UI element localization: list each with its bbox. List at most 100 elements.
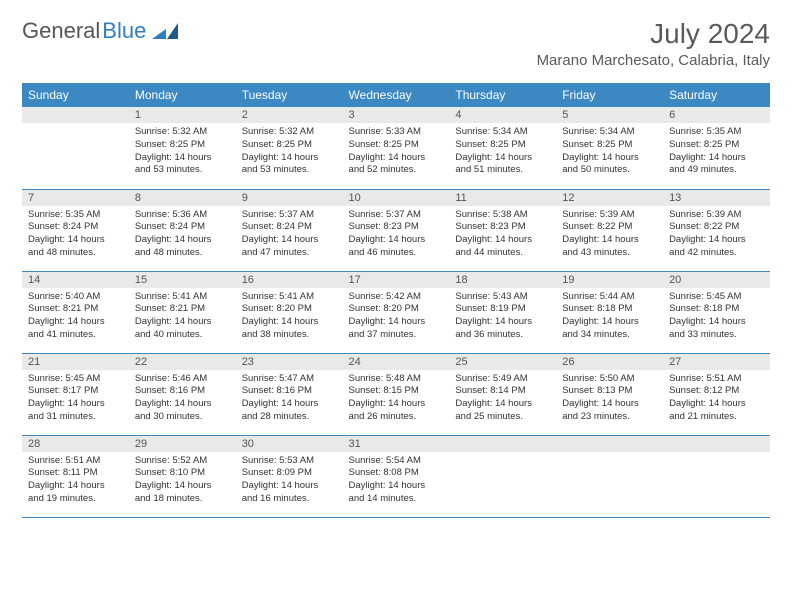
day-header: Thursday xyxy=(449,83,556,107)
day-info: Sunrise: 5:38 AMSunset: 8:23 PMDaylight:… xyxy=(449,206,556,264)
day-info xyxy=(556,452,663,459)
day-info: Sunrise: 5:32 AMSunset: 8:25 PMDaylight:… xyxy=(236,123,343,181)
day-info: Sunrise: 5:44 AMSunset: 8:18 PMDaylight:… xyxy=(556,288,663,346)
sunset-text: Sunset: 8:08 PM xyxy=(349,467,444,480)
day-info: Sunrise: 5:37 AMSunset: 8:24 PMDaylight:… xyxy=(236,206,343,264)
day-number: 2 xyxy=(236,107,343,123)
day-number xyxy=(556,436,663,452)
calendar-cell: 26Sunrise: 5:50 AMSunset: 8:13 PMDayligh… xyxy=(556,353,663,435)
day-number xyxy=(22,107,129,123)
day-number: 17 xyxy=(343,272,450,288)
sunset-text: Sunset: 8:10 PM xyxy=(135,467,230,480)
daylight-text: Daylight: 14 hours and 40 minutes. xyxy=(135,316,230,342)
sunrise-text: Sunrise: 5:33 AM xyxy=(349,126,444,139)
sunrise-text: Sunrise: 5:41 AM xyxy=(242,291,337,304)
calendar-cell: 18Sunrise: 5:43 AMSunset: 8:19 PMDayligh… xyxy=(449,271,556,353)
daylight-text: Daylight: 14 hours and 16 minutes. xyxy=(242,480,337,506)
calendar-cell: 21Sunrise: 5:45 AMSunset: 8:17 PMDayligh… xyxy=(22,353,129,435)
sunset-text: Sunset: 8:24 PM xyxy=(242,221,337,234)
sunset-text: Sunset: 8:23 PM xyxy=(455,221,550,234)
sunrise-text: Sunrise: 5:38 AM xyxy=(455,209,550,222)
day-info: Sunrise: 5:39 AMSunset: 8:22 PMDaylight:… xyxy=(663,206,770,264)
sunrise-text: Sunrise: 5:46 AM xyxy=(135,373,230,386)
sunrise-text: Sunrise: 5:36 AM xyxy=(135,209,230,222)
sunset-text: Sunset: 8:19 PM xyxy=(455,303,550,316)
day-info: Sunrise: 5:46 AMSunset: 8:16 PMDaylight:… xyxy=(129,370,236,428)
calendar-week-row: 1Sunrise: 5:32 AMSunset: 8:25 PMDaylight… xyxy=(22,107,770,189)
day-info: Sunrise: 5:52 AMSunset: 8:10 PMDaylight:… xyxy=(129,452,236,510)
sunset-text: Sunset: 8:13 PM xyxy=(562,385,657,398)
sunrise-text: Sunrise: 5:51 AM xyxy=(28,455,123,468)
sunset-text: Sunset: 8:22 PM xyxy=(562,221,657,234)
day-number: 23 xyxy=(236,354,343,370)
day-info: Sunrise: 5:51 AMSunset: 8:11 PMDaylight:… xyxy=(22,452,129,510)
calendar-cell: 23Sunrise: 5:47 AMSunset: 8:16 PMDayligh… xyxy=(236,353,343,435)
sunset-text: Sunset: 8:24 PM xyxy=(135,221,230,234)
day-header: Tuesday xyxy=(236,83,343,107)
daylight-text: Daylight: 14 hours and 52 minutes. xyxy=(349,152,444,178)
day-header: Wednesday xyxy=(343,83,450,107)
sunset-text: Sunset: 8:25 PM xyxy=(349,139,444,152)
calendar-week-row: 28Sunrise: 5:51 AMSunset: 8:11 PMDayligh… xyxy=(22,435,770,517)
day-number: 3 xyxy=(343,107,450,123)
day-info: Sunrise: 5:43 AMSunset: 8:19 PMDaylight:… xyxy=(449,288,556,346)
calendar-cell: 10Sunrise: 5:37 AMSunset: 8:23 PMDayligh… xyxy=(343,189,450,271)
day-info: Sunrise: 5:45 AMSunset: 8:17 PMDaylight:… xyxy=(22,370,129,428)
sunrise-text: Sunrise: 5:32 AM xyxy=(135,126,230,139)
calendar-cell: 6Sunrise: 5:35 AMSunset: 8:25 PMDaylight… xyxy=(663,107,770,189)
calendar-cell xyxy=(663,435,770,517)
day-header: Friday xyxy=(556,83,663,107)
logo-text-1: General xyxy=(22,18,100,44)
sunset-text: Sunset: 8:25 PM xyxy=(562,139,657,152)
day-info: Sunrise: 5:49 AMSunset: 8:14 PMDaylight:… xyxy=(449,370,556,428)
calendar-table: Sunday Monday Tuesday Wednesday Thursday… xyxy=(22,83,770,518)
calendar-cell xyxy=(556,435,663,517)
calendar-cell xyxy=(449,435,556,517)
sunset-text: Sunset: 8:17 PM xyxy=(28,385,123,398)
day-number xyxy=(663,436,770,452)
calendar-week-row: 7Sunrise: 5:35 AMSunset: 8:24 PMDaylight… xyxy=(22,189,770,271)
calendar-cell: 27Sunrise: 5:51 AMSunset: 8:12 PMDayligh… xyxy=(663,353,770,435)
sunset-text: Sunset: 8:20 PM xyxy=(349,303,444,316)
calendar-cell: 9Sunrise: 5:37 AMSunset: 8:24 PMDaylight… xyxy=(236,189,343,271)
daylight-text: Daylight: 14 hours and 37 minutes. xyxy=(349,316,444,342)
day-info: Sunrise: 5:32 AMSunset: 8:25 PMDaylight:… xyxy=(129,123,236,181)
title-block: July 2024 Marano Marchesato, Calabria, I… xyxy=(537,18,770,69)
day-number: 10 xyxy=(343,190,450,206)
day-info: Sunrise: 5:45 AMSunset: 8:18 PMDaylight:… xyxy=(663,288,770,346)
sunset-text: Sunset: 8:11 PM xyxy=(28,467,123,480)
daylight-text: Daylight: 14 hours and 33 minutes. xyxy=(669,316,764,342)
daylight-text: Daylight: 14 hours and 31 minutes. xyxy=(28,398,123,424)
sunset-text: Sunset: 8:25 PM xyxy=(242,139,337,152)
day-number: 7 xyxy=(22,190,129,206)
page-header: GeneralBlue July 2024 Marano Marchesato,… xyxy=(22,18,770,69)
sunset-text: Sunset: 8:12 PM xyxy=(669,385,764,398)
day-info: Sunrise: 5:36 AMSunset: 8:24 PMDaylight:… xyxy=(129,206,236,264)
sunrise-text: Sunrise: 5:50 AM xyxy=(562,373,657,386)
sunset-text: Sunset: 8:20 PM xyxy=(242,303,337,316)
day-number: 22 xyxy=(129,354,236,370)
calendar-cell: 14Sunrise: 5:40 AMSunset: 8:21 PMDayligh… xyxy=(22,271,129,353)
day-header: Saturday xyxy=(663,83,770,107)
calendar-cell: 3 Sunrise: 5:33 AMSunset: 8:25 PMDaylight… xyxy=(343,107,450,189)
day-info xyxy=(663,452,770,459)
daylight-text: Daylight: 14 hours and 28 minutes. xyxy=(242,398,337,424)
calendar-cell: 12Sunrise: 5:39 AMSunset: 8:22 PMDayligh… xyxy=(556,189,663,271)
day-number: 27 xyxy=(663,354,770,370)
calendar-cell: 31Sunrise: 5:54 AMSunset: 8:08 PMDayligh… xyxy=(343,435,450,517)
sunrise-text: Sunrise: 5:53 AM xyxy=(242,455,337,468)
calendar-cell: 24Sunrise: 5:48 AMSunset: 8:15 PMDayligh… xyxy=(343,353,450,435)
daylight-text: Daylight: 14 hours and 21 minutes. xyxy=(669,398,764,424)
day-info: Sunrise: 5:54 AMSunset: 8:08 PMDaylight:… xyxy=(343,452,450,510)
day-info: Sunrise: 5:35 AMSunset: 8:25 PMDaylight:… xyxy=(663,123,770,181)
daylight-text: Daylight: 14 hours and 43 minutes. xyxy=(562,234,657,260)
calendar-cell: 11Sunrise: 5:38 AMSunset: 8:23 PMDayligh… xyxy=(449,189,556,271)
calendar-cell: 7Sunrise: 5:35 AMSunset: 8:24 PMDaylight… xyxy=(22,189,129,271)
sunrise-text: Sunrise: 5:51 AM xyxy=(669,373,764,386)
day-number: 21 xyxy=(22,354,129,370)
calendar-cell: 29Sunrise: 5:52 AMSunset: 8:10 PMDayligh… xyxy=(129,435,236,517)
day-header-row: Sunday Monday Tuesday Wednesday Thursday… xyxy=(22,83,770,107)
day-info: Sunrise: 5:51 AMSunset: 8:12 PMDaylight:… xyxy=(663,370,770,428)
sunrise-text: Sunrise: 5:37 AM xyxy=(349,209,444,222)
sunrise-text: Sunrise: 5:45 AM xyxy=(28,373,123,386)
